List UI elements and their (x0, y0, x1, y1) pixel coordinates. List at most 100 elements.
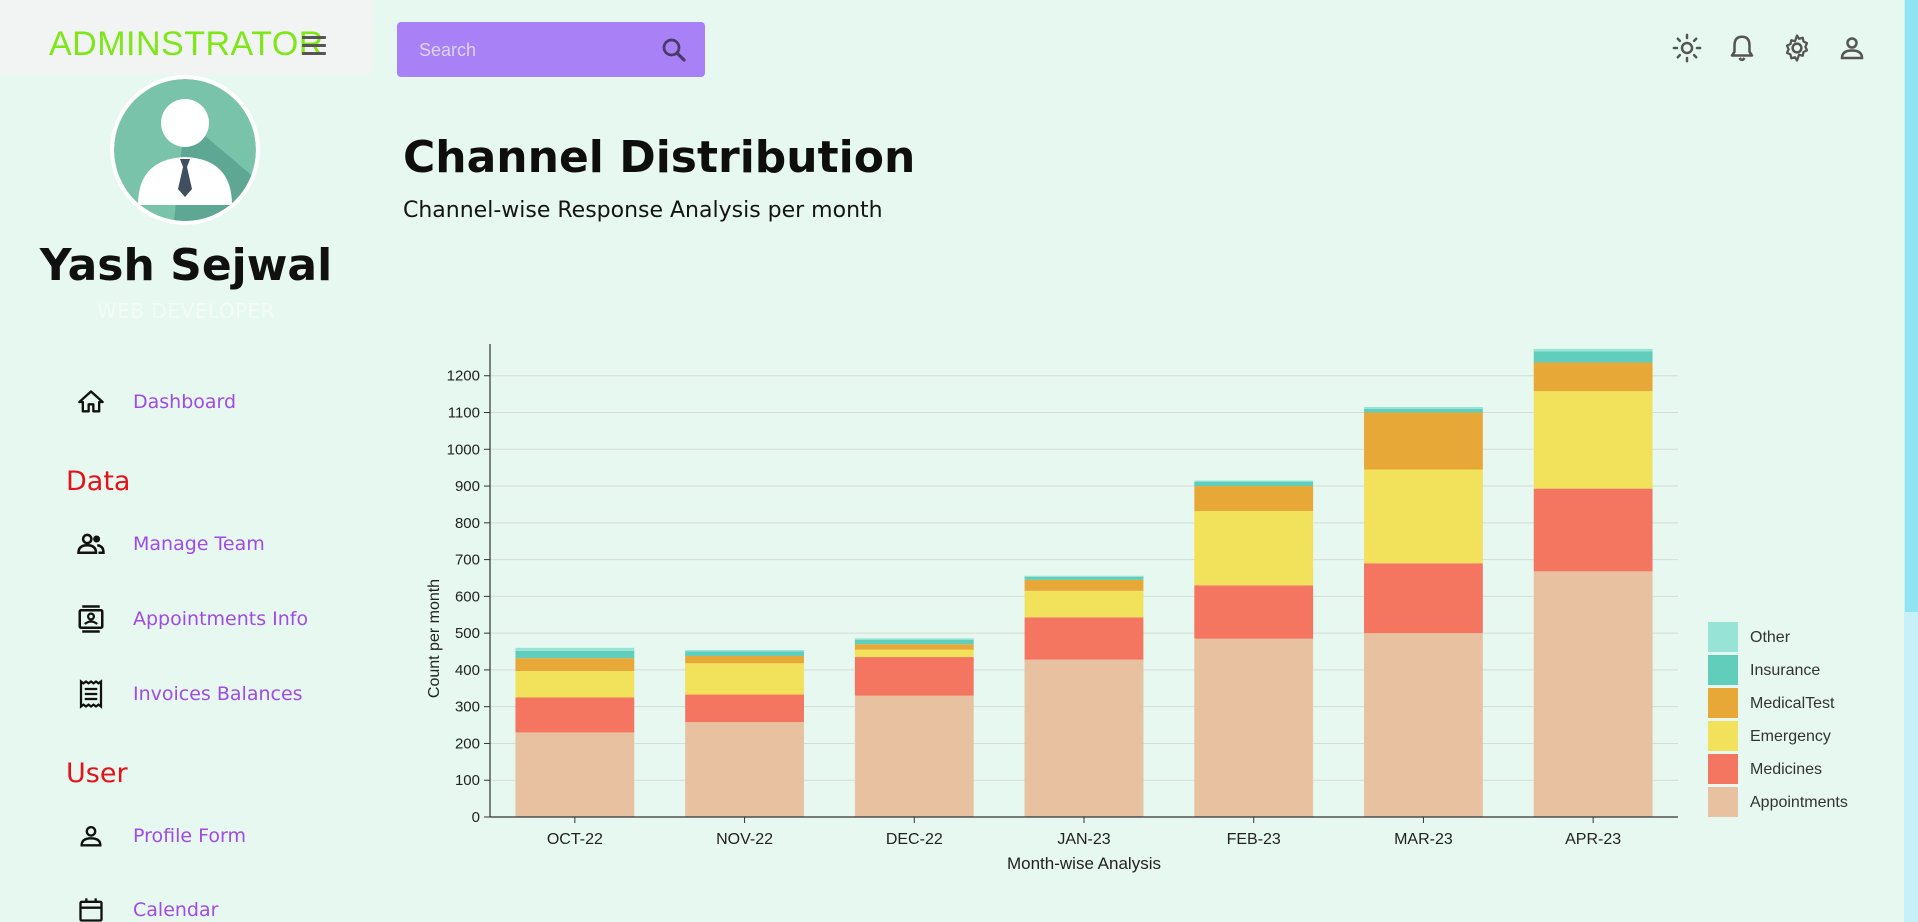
legend-swatch (1708, 622, 1738, 652)
x-axis-label: Month-wise Analysis (1007, 854, 1161, 873)
y-tick-label: 0 (472, 809, 480, 826)
bar-segment (1194, 511, 1314, 586)
legend-label: MedicalTest (1750, 695, 1835, 712)
page-title: Channel Distribution (403, 132, 916, 183)
scrollbar-thumb[interactable] (1905, 0, 1918, 612)
bar-segment (1364, 412, 1483, 470)
legend-label: Insurance (1750, 662, 1820, 679)
sidebar: ADMINSTRATOR Yash Sejwal WEB DEVELOPER D… (0, 0, 372, 922)
bar-segment (1533, 348, 1653, 352)
legend-label: Emergency (1750, 728, 1831, 745)
legend-label: Other (1750, 629, 1791, 646)
sidebar-item-label: Manage Team (133, 533, 265, 555)
bar-segment (1024, 575, 1144, 577)
bar-segment (1194, 486, 1314, 512)
bar-segment (515, 650, 635, 659)
avatar (110, 75, 260, 225)
bar-segment (1024, 659, 1144, 817)
bar-segment (515, 647, 635, 651)
home-icon (74, 385, 108, 419)
sidebar-item-label: Profile Form (133, 825, 246, 847)
bar-segment (1024, 617, 1144, 660)
sidebar-item-label: Invoices Balances (133, 683, 303, 705)
bar-segment (1194, 638, 1314, 817)
user-role: WEB DEVELOPER (96, 299, 276, 323)
bar-segment (1024, 576, 1144, 580)
bar-segment (515, 697, 635, 733)
x-tick-label: APR-23 (1565, 831, 1621, 848)
legend-swatch (1708, 655, 1738, 685)
y-tick-label: 900 (455, 478, 480, 495)
brand-bar: ADMINSTRATOR (0, 0, 372, 74)
legend-swatch (1708, 688, 1738, 718)
sidebar-item-label: Dashboard (133, 391, 237, 413)
sidebar-item-label: Appointments Info (133, 608, 309, 630)
y-tick-label: 1200 (447, 368, 480, 385)
bar-segment (1364, 563, 1483, 634)
bar-segment (854, 649, 974, 658)
bar-segment (685, 722, 804, 817)
bar-segment (685, 694, 804, 723)
page-subtitle: Channel-wise Response Analysis per month (403, 198, 883, 223)
search-icon[interactable] (659, 35, 689, 65)
y-tick-label: 300 (455, 699, 480, 716)
person-icon (74, 819, 108, 853)
sidebar-item-invoices-balances[interactable]: Invoices Balances (74, 674, 303, 714)
stacked-bar-chart: 0 100 200 300 400 500 600 700 800 900 1000 1100 1200… (426, 344, 1848, 873)
sidebar-item-dashboard[interactable]: Dashboard (74, 382, 236, 422)
bar-segment (1024, 579, 1144, 591)
bar-segment (1533, 391, 1653, 489)
search-input[interactable] (419, 36, 639, 64)
x-tick-label: JAN-23 (1057, 831, 1110, 848)
x-tick-label: OCT-22 (547, 831, 603, 848)
legend-swatch (1708, 754, 1738, 784)
bar-segment (1364, 633, 1483, 817)
bar-segment (1533, 488, 1653, 572)
bar-segment (1533, 351, 1653, 363)
sidebar-item-label: Calendar (133, 899, 219, 921)
x-tick-label: DEC-22 (886, 831, 943, 848)
y-axis-label: Count per month (426, 579, 443, 698)
bar-segment (515, 658, 635, 672)
x-tick-label: FEB-23 (1227, 831, 1281, 848)
menu-icon[interactable] (302, 36, 330, 58)
y-tick-label: 500 (455, 625, 480, 642)
sidebar-item-manage-team[interactable]: Manage Team (74, 524, 265, 564)
bar-segment (1194, 481, 1314, 487)
legend-label: Appointments (1750, 794, 1848, 811)
bar-segment (1533, 362, 1653, 392)
y-tick-label: 1100 (448, 405, 480, 422)
search-bar (397, 22, 705, 77)
sidebar-item-calendar[interactable]: Calendar (74, 890, 218, 922)
y-tick-label: 1000 (447, 441, 480, 458)
x-tick-label: NOV-22 (716, 831, 773, 848)
y-tick-label: 600 (455, 588, 480, 605)
bar-segment (1533, 571, 1653, 817)
light-mode-icon[interactable] (1672, 33, 1702, 63)
calendar-icon (74, 893, 108, 922)
x-tick-label: MAR-23 (1394, 831, 1453, 848)
bar-segment (854, 657, 974, 696)
notifications-icon[interactable] (1727, 33, 1757, 63)
section-heading-data: Data (66, 466, 131, 497)
account-icon[interactable] (1837, 33, 1867, 63)
settings-icon[interactable] (1782, 33, 1812, 63)
sidebar-item-profile-form[interactable]: Profile Form (74, 816, 246, 856)
user-name: Yash Sejwal (39, 240, 333, 291)
sidebar-item-appointments-info[interactable]: Appointments Info (74, 599, 308, 639)
bar-segment (1194, 585, 1314, 639)
bar-segment (685, 663, 804, 695)
bar-segment (1364, 406, 1483, 409)
bar-segment (1024, 590, 1144, 618)
legend-swatch (1708, 787, 1738, 817)
legend-label: Medicines (1750, 761, 1822, 778)
y-tick-label: 800 (455, 515, 480, 532)
bar-segment (854, 695, 974, 817)
section-heading-user: User (66, 758, 128, 789)
bar-segment (515, 732, 635, 817)
receipt-icon (74, 677, 108, 711)
bar-segment (515, 671, 635, 698)
bar-segment (685, 651, 804, 656)
bar-segment (1364, 469, 1483, 564)
y-tick-label: 400 (455, 662, 480, 679)
